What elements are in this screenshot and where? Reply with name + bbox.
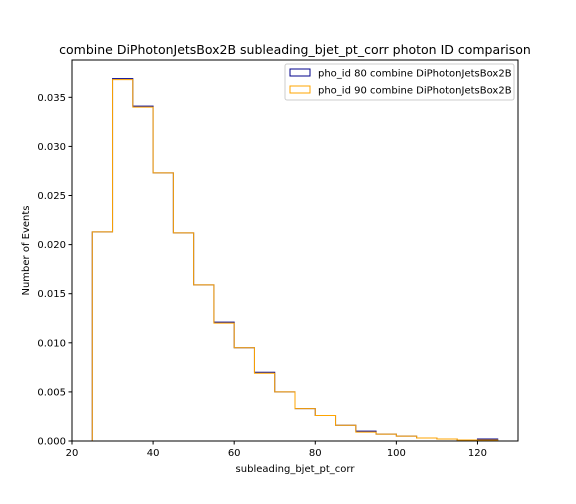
y-tick-label: 0.005 xyxy=(37,387,66,398)
legend-patch-series-2 xyxy=(289,85,311,94)
x-axis-ticks: 20 40 60 80 100 120 xyxy=(66,441,487,459)
y-tick-label: 0.035 xyxy=(37,93,66,104)
y-axis-ticks: 0.000 0.005 0.010 0.015 0.020 0.025 0.030 0.035 xyxy=(37,93,72,448)
x-tick-label: 120 xyxy=(468,448,487,459)
legend-patch-series-1 xyxy=(289,68,311,77)
series-layer xyxy=(91,78,499,441)
chart-title: combine DiPhotonJetsBox2B subleading_bje… xyxy=(59,42,531,57)
legend-label-series-1: pho_id 80 combine DiPhotonJetsBox2B xyxy=(318,69,512,80)
legend-label-series-2: pho_id 90 combine DiPhotonJetsBox2B xyxy=(318,86,512,97)
plot-frame xyxy=(71,59,519,442)
x-tick-label: 40 xyxy=(147,448,160,459)
series-2-step-line xyxy=(91,79,499,441)
x-axis-label: subleading_bjet_pt_corr xyxy=(236,464,356,475)
x-tick-label: 60 xyxy=(228,448,241,459)
x-tick-label: 20 xyxy=(66,448,79,459)
y-tick-label: 0.015 xyxy=(37,289,66,300)
x-tick-label: 80 xyxy=(309,448,322,459)
legend: pho_id 80 combine DiPhotonJetsBox2B pho_… xyxy=(284,63,515,101)
y-axis-label: Number of Events xyxy=(21,205,32,295)
y-tick-label: 0.030 xyxy=(37,142,66,153)
y-tick-label: 0.010 xyxy=(37,338,66,349)
x-tick-label: 100 xyxy=(387,448,406,459)
y-tick-label: 0.000 xyxy=(37,437,66,448)
legend-box xyxy=(284,63,515,101)
y-tick-label: 0.025 xyxy=(37,191,66,202)
y-tick-label: 0.020 xyxy=(37,240,66,251)
